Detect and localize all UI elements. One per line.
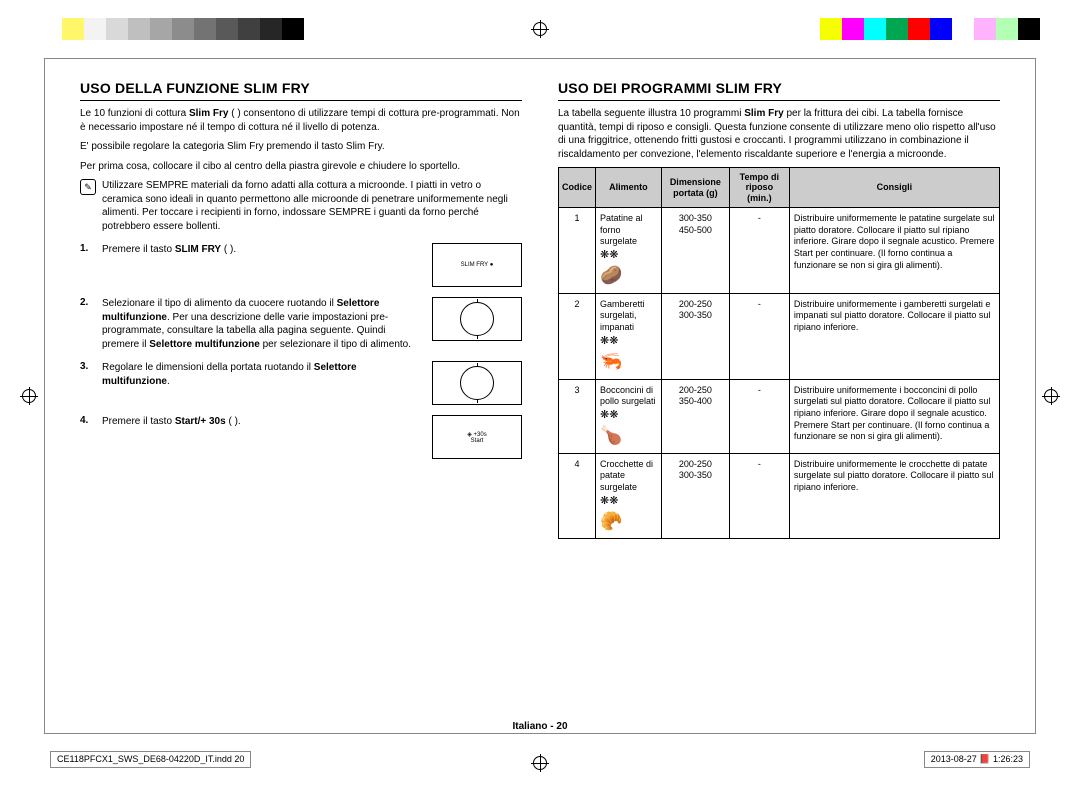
footer-filename: CE118PFCX1_SWS_DE68-04220D_IT.indd 20 — [50, 751, 251, 768]
col-header: Alimento — [596, 168, 662, 208]
page-number: Italiano - 20 — [0, 721, 1080, 732]
cell-tips: Distribuire uniformemente le crocchette … — [789, 453, 999, 539]
cell-tempo: - — [729, 379, 789, 453]
table-row: 3Bocconcini di pollo surgelati❋❋🍗200-250… — [559, 379, 1000, 453]
step: 3. Regolare le dimensioni della portata r… — [80, 361, 522, 405]
step-illustration — [432, 297, 522, 341]
step-illustration: ◈ +30s Start — [432, 415, 522, 459]
swatch — [238, 18, 260, 40]
note-text: Utilizzare SEMPRE materiali da forno ada… — [102, 179, 522, 233]
step-illustration: SLIM FRY ● — [432, 243, 522, 287]
swatch — [864, 18, 886, 40]
t: La tabella seguente illustra 10 programm… — [558, 108, 744, 119]
cell-tips: Distribuire uniformemente le patatine su… — [789, 208, 999, 294]
cell-dim: 200-250 350-400 — [661, 379, 729, 453]
step-num: 3. — [80, 361, 94, 372]
cell-food: Patatine al forno surgelate❋❋🥔 — [596, 208, 662, 294]
note-icon: ✎ — [80, 179, 96, 195]
cell-tempo: - — [729, 453, 789, 539]
table-row: 1Patatine al forno surgelate❋❋🥔300-350 4… — [559, 208, 1000, 294]
reg-mark-top — [531, 20, 549, 38]
swatch — [282, 18, 304, 40]
table-header-row: CodiceAlimentoDimensione portata (g)Temp… — [559, 168, 1000, 208]
step-text: Regolare le dimensioni della portata ruo… — [102, 361, 424, 388]
cell-tempo: - — [729, 208, 789, 294]
cell-dim: 300-350 450-500 — [661, 208, 729, 294]
footer-meta: CE118PFCX1_SWS_DE68-04220D_IT.indd 20 20… — [50, 751, 1030, 768]
swatch — [930, 18, 952, 40]
swatch — [908, 18, 930, 40]
swatch — [1018, 18, 1040, 40]
footer-timestamp: 2013-08-27 📕 1:26:23 — [924, 751, 1030, 768]
left-heading: USO DELLA FUNZIONE SLIM FRY — [80, 80, 522, 101]
cell-code: 2 — [559, 293, 596, 379]
cell-code: 3 — [559, 379, 596, 453]
step-text: Premere il tasto SLIM FRY ( ). — [102, 243, 424, 257]
right-intro: La tabella seguente illustra 10 programm… — [558, 107, 1000, 161]
cell-food: Crocchette di patate surgelate❋❋🥐 — [596, 453, 662, 539]
col-header: Codice — [559, 168, 596, 208]
t: Le 10 funzioni di cottura — [80, 108, 189, 119]
right-heading: USO DEI PROGRAMMI SLIM FRY — [558, 80, 1000, 101]
cell-tips: Distribuire uniformemente i gamberetti s… — [789, 293, 999, 379]
swatch — [62, 18, 84, 40]
cell-food: Gamberetti surgelati, impanati❋❋🦐 — [596, 293, 662, 379]
note: ✎ Utilizzare SEMPRE materiali da forno a… — [80, 179, 522, 233]
page-content: USO DELLA FUNZIONE SLIM FRY Le 10 funzio… — [80, 80, 1000, 718]
swatch — [260, 18, 282, 40]
steps-list: 1. Premere il tasto SLIM FRY ( ). SLIM FRY… — [80, 243, 522, 459]
swatch — [820, 18, 842, 40]
table-body: 1Patatine al forno surgelate❋❋🥔300-350 4… — [559, 208, 1000, 539]
swatch — [952, 18, 974, 40]
table-row: 4Crocchette di patate surgelate❋❋🥐200-25… — [559, 453, 1000, 539]
swatch — [84, 18, 106, 40]
cell-dim: 200-250 300-350 — [661, 293, 729, 379]
cell-tempo: - — [729, 293, 789, 379]
cell-code: 1 — [559, 208, 596, 294]
left-intro3: Per prima cosa, collocare il cibo al cen… — [80, 160, 522, 174]
swatch — [996, 18, 1018, 40]
swatch — [106, 18, 128, 40]
step-text: Premere il tasto Start/+ 30s ( ). — [102, 415, 424, 429]
step-num: 1. — [80, 243, 94, 254]
swatch — [216, 18, 238, 40]
left-intro1: Le 10 funzioni di cottura Slim Fry ( ) c… — [80, 107, 522, 134]
cell-tips: Distribuire uniformemente i bocconcini d… — [789, 379, 999, 453]
cell-food: Bocconcini di pollo surgelati❋❋🍗 — [596, 379, 662, 453]
swatch — [172, 18, 194, 40]
swatch — [842, 18, 864, 40]
swatch — [128, 18, 150, 40]
t: Slim Fry — [189, 108, 228, 119]
step: 2. Selezionare il tipo di alimento da cuo… — [80, 297, 522, 351]
reg-mark-left — [20, 387, 38, 405]
reg-mark-right — [1042, 387, 1060, 405]
cell-dim: 200-250 300-350 — [661, 453, 729, 539]
colorbar-right — [820, 18, 1040, 40]
cell-code: 4 — [559, 453, 596, 539]
step-text: Selezionare il tipo di alimento da cuoce… — [102, 297, 424, 351]
step-num: 4. — [80, 415, 94, 426]
swatch — [886, 18, 908, 40]
step: 1. Premere il tasto SLIM FRY ( ). SLIM FRY… — [80, 243, 522, 287]
left-column: USO DELLA FUNZIONE SLIM FRY Le 10 funzio… — [80, 80, 522, 718]
right-column: USO DEI PROGRAMMI SLIM FRY La tabella se… — [558, 80, 1000, 718]
step-illustration — [432, 361, 522, 405]
t: Slim Fry — [744, 108, 783, 119]
left-intro2: E' possibile regolare la categoria Slim … — [80, 140, 522, 154]
step-num: 2. — [80, 297, 94, 308]
col-header: Dimensione portata (g) — [661, 168, 729, 208]
col-header: Tempo di riposo (min.) — [729, 168, 789, 208]
swatch — [974, 18, 996, 40]
step: 4. Premere il tasto Start/+ 30s ( ). ◈ +30… — [80, 415, 522, 459]
col-header: Consigli — [789, 168, 999, 208]
swatch — [194, 18, 216, 40]
table-row: 2Gamberetti surgelati, impanati❋❋🦐200-25… — [559, 293, 1000, 379]
swatch — [40, 18, 62, 40]
colorbar-left — [40, 18, 304, 40]
program-table: CodiceAlimentoDimensione portata (g)Temp… — [558, 167, 1000, 539]
swatch — [150, 18, 172, 40]
